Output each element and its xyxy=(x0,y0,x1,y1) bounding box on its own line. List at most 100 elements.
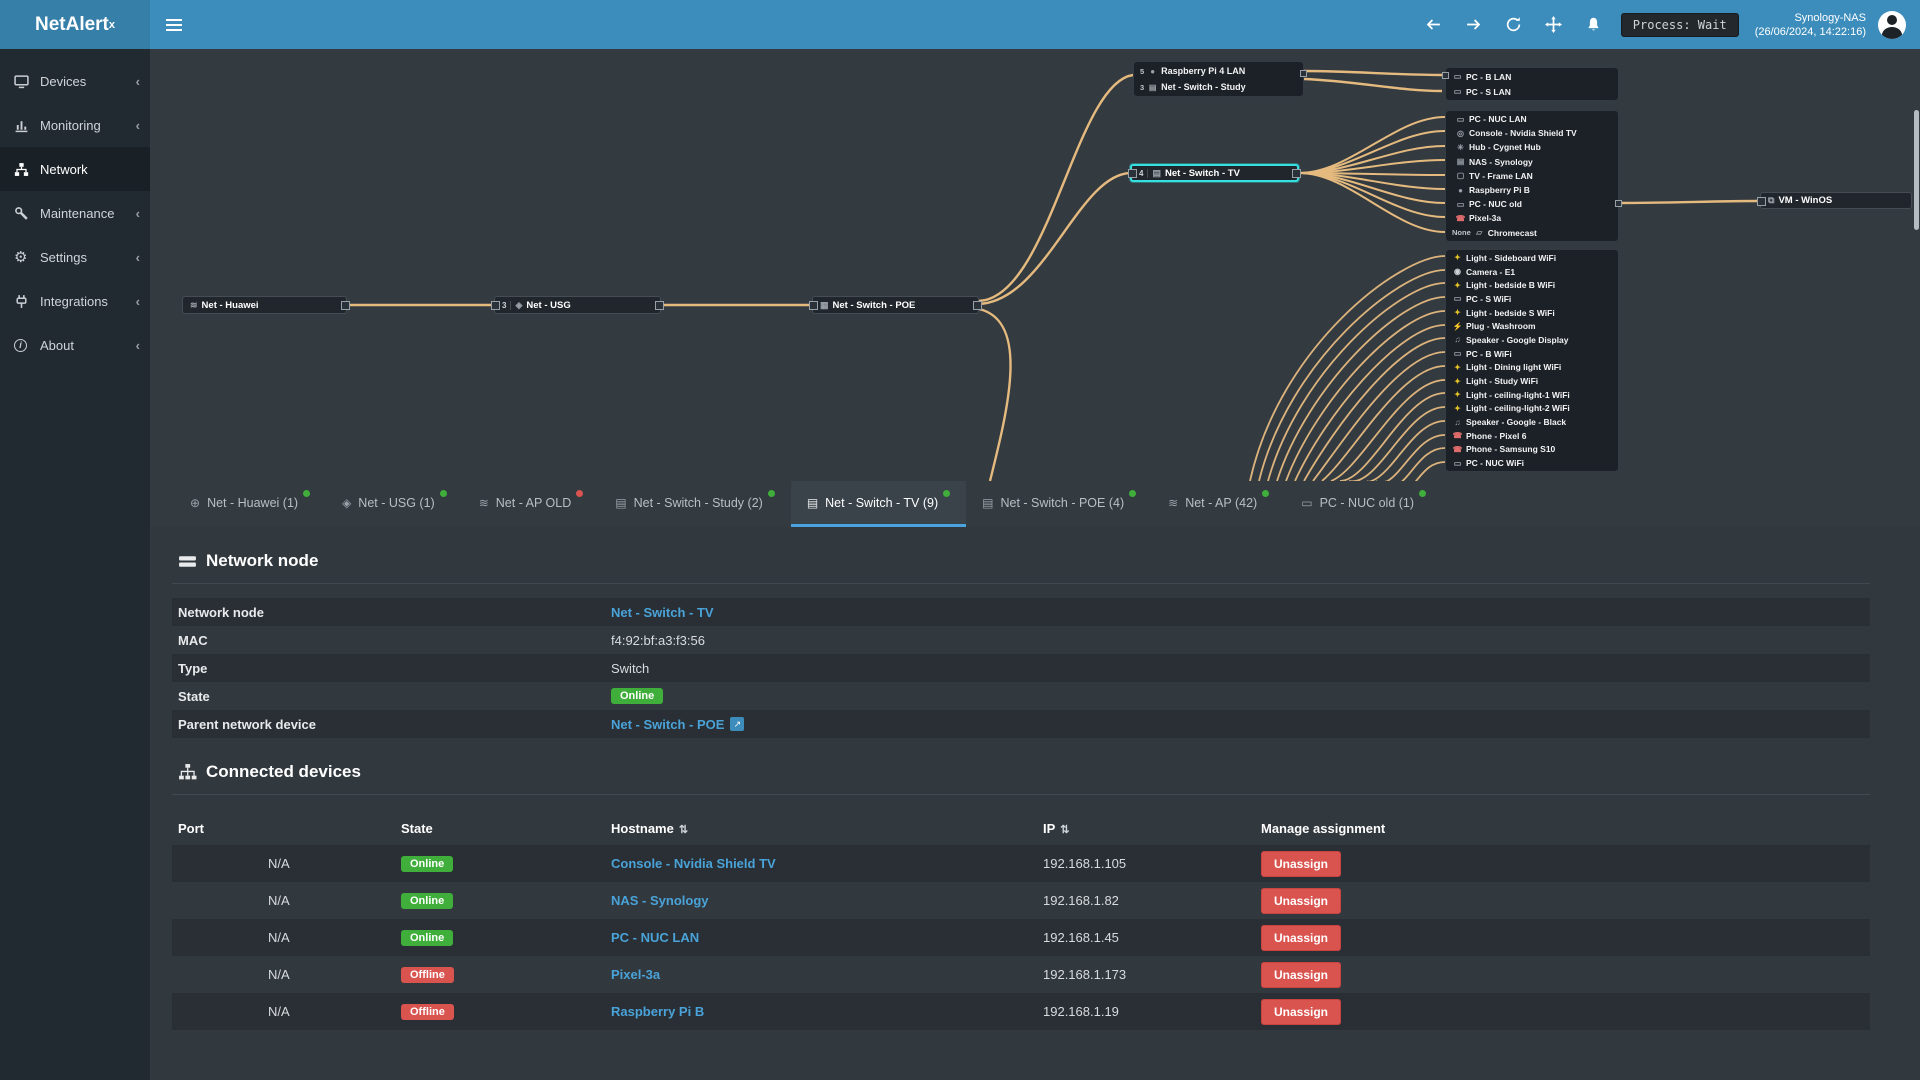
user-avatar[interactable] xyxy=(1878,10,1906,39)
brand-sup: x xyxy=(108,18,116,31)
topology-device-row[interactable]: ▭ PC - B WiFi xyxy=(1446,347,1618,361)
notifications-bell-icon[interactable] xyxy=(1585,16,1603,34)
scrollbar-thumb[interactable] xyxy=(1914,110,1919,230)
device-icon: ● xyxy=(1150,66,1156,76)
hostname-link[interactable]: PC - NUC LAN xyxy=(611,930,700,945)
topology-node-net-switch-tv-selected[interactable]: 4 ▤ Net - Switch - TV xyxy=(1128,164,1301,182)
plug-icon xyxy=(14,294,36,309)
tab[interactable]: ⊕ Net - Huawei (1) xyxy=(174,481,326,527)
connected-devices-section: Connected devices Port State Hostname ⇅ I… xyxy=(172,738,1870,1030)
node-label: Net - Switch - TV xyxy=(1164,167,1240,179)
topology-device-row[interactable]: ◉ Camera - E1 xyxy=(1446,265,1618,279)
detail-label: State xyxy=(178,688,210,704)
topology-device-row[interactable]: ☎ Phone - Pixel 6 xyxy=(1446,429,1618,443)
sort-icon[interactable]: ⇅ xyxy=(678,823,689,836)
topology-node-row[interactable]: 5 ● Raspberry Pi 4 LAN xyxy=(1134,63,1303,79)
topology-device-row[interactable]: ▭ PC - S WiFi xyxy=(1446,292,1618,306)
parent-node-link[interactable]: Net - Switch - POE xyxy=(611,716,725,732)
unassign-button[interactable]: Unassign xyxy=(1261,924,1342,951)
tab[interactable]: ◈ Net - USG (1) xyxy=(326,481,463,527)
forward-arrow-icon[interactable] xyxy=(1465,16,1483,34)
port-number: 4 xyxy=(1139,168,1149,178)
device-icon: ✦ xyxy=(1454,308,1461,318)
sidebar-item-integrations[interactable]: Integrations ‹ xyxy=(0,279,150,323)
tab[interactable]: ▤ Net - Switch - POE (4) xyxy=(966,481,1152,527)
back-arrow-icon[interactable] xyxy=(1425,16,1443,34)
sidebar-item-monitoring[interactable]: Monitoring ‹ xyxy=(0,103,150,147)
top-navbar: NetAlert x Process: Wait Synology-NAS (26… xyxy=(0,0,1920,49)
hostname-link[interactable]: Pixel-3a xyxy=(611,967,661,982)
hostname-link[interactable]: NAS - Synology xyxy=(611,893,709,908)
topology-device-row[interactable]: ♫ Speaker - Google - Black xyxy=(1446,415,1618,429)
hostname-link[interactable]: Console - Nvidia Shield TV xyxy=(611,856,776,871)
topology-device-row[interactable]: ✦ Light - bedside B WiFi xyxy=(1446,278,1618,292)
topology-device-row[interactable]: ▭ PC - NUC WiFi xyxy=(1446,456,1618,470)
topology-device-row[interactable]: ● Raspberry Pi B xyxy=(1446,183,1618,197)
topology-node-net-switch-poe[interactable]: ▦ Net - Switch - POE xyxy=(809,296,982,314)
topology-node-study-group[interactable]: 5 ● Raspberry Pi 4 LAN 3 ▤ Net - Switch … xyxy=(1133,61,1307,97)
device-icon: ▤ xyxy=(1456,157,1465,167)
topology-device-row[interactable]: ✦ Light - bedside S WiFi xyxy=(1446,306,1618,320)
topology-device-row[interactable]: ▭ PC - B LAN xyxy=(1446,69,1618,84)
topology-device-row[interactable]: ☎ Pixel-3a xyxy=(1446,211,1618,225)
device-icon: ● xyxy=(1458,185,1463,195)
sidebar-toggle-button[interactable] xyxy=(150,0,198,49)
process-status-badge[interactable]: Process: Wait xyxy=(1620,12,1739,37)
port-cell: N/A xyxy=(268,1004,290,1019)
topology-device-row[interactable]: None ▱ Chromecast xyxy=(1446,226,1618,240)
topology-node-vm-winos[interactable]: ⧉ VM - WinOS xyxy=(1757,192,1912,209)
topology-device-row[interactable]: ✳ Hub - Cygnet Hub xyxy=(1446,140,1618,154)
sidebar-item-settings[interactable]: ⚙ Settings ‹ xyxy=(0,235,150,279)
sidebar-item-network[interactable]: Network xyxy=(0,147,150,191)
app-logo[interactable]: NetAlert x xyxy=(0,0,150,49)
topology-node-net-usg[interactable]: 3 ◈ Net - USG xyxy=(491,296,664,314)
topology-device-row[interactable]: ▭ PC - NUC old xyxy=(1446,197,1618,211)
sitemap-icon xyxy=(178,763,197,782)
topology-device-row[interactable]: ▭ PC - NUC LAN xyxy=(1446,112,1618,126)
topology-device-row[interactable]: ✦ Light - Dining light WiFi xyxy=(1446,361,1618,375)
refresh-icon[interactable] xyxy=(1505,16,1523,34)
topology-device-row[interactable]: ✦ Light - ceiling-light-2 WiFi xyxy=(1446,402,1618,416)
node-label: Net - Switch - Study xyxy=(1161,82,1246,92)
topology-device-row[interactable]: ✦ Light - Sideboard WiFi xyxy=(1446,251,1618,265)
sidebar-item-devices[interactable]: Devices ‹ xyxy=(0,59,150,103)
tab[interactable]: ▤ Net - Switch - TV (9) xyxy=(790,481,967,527)
tab-label: Net - Switch - TV (9) xyxy=(825,495,939,510)
unassign-button[interactable]: Unassign xyxy=(1261,961,1342,988)
device-label: PC - S WiFi xyxy=(1466,293,1512,304)
sidebar-item-about[interactable]: i About ‹ xyxy=(0,323,150,367)
topology-device-row[interactable]: ♫ Speaker - Google Display xyxy=(1446,333,1618,347)
topology-device-row[interactable]: ◎ Console - Nvidia Shield TV xyxy=(1446,126,1618,140)
unassign-button[interactable]: Unassign xyxy=(1261,998,1342,1025)
link-poe-study xyxy=(978,73,1134,303)
move-icon[interactable] xyxy=(1545,16,1563,34)
unassign-button[interactable]: Unassign xyxy=(1261,850,1342,877)
status-dot xyxy=(767,490,775,497)
tab[interactable]: ▤ Net - Switch - Study (2) xyxy=(599,481,791,527)
tab[interactable]: ≋ Net - AP OLD xyxy=(463,481,600,527)
device-icon: ⚡ xyxy=(1452,321,1463,331)
tab[interactable]: ▭ PC - NUC old (1) xyxy=(1285,481,1442,527)
device-label: Light - ceiling-light-1 WiFi xyxy=(1466,389,1570,400)
unassign-button[interactable]: Unassign xyxy=(1261,887,1342,914)
topology-device-row[interactable]: ▭ PC - S LAN xyxy=(1446,84,1618,99)
topology-device-row[interactable]: ⚡ Plug - Washroom xyxy=(1446,319,1618,333)
topology-device-row[interactable]: ▤ NAS - Synology xyxy=(1446,155,1618,169)
hostname-link[interactable]: Raspberry Pi B xyxy=(611,1004,705,1019)
topology-node-net-huawei[interactable]: ≋ Net - Huawei xyxy=(182,296,350,314)
port-number: None xyxy=(1452,228,1471,238)
tab[interactable]: ≋ Net - AP (42) xyxy=(1152,481,1285,527)
external-link-icon[interactable]: ↗ xyxy=(730,717,745,731)
topology-device-row[interactable]: ✦ Light - ceiling-light-1 WiFi xyxy=(1446,388,1618,402)
topology-node-row[interactable]: 3 ▤ Net - Switch - Study xyxy=(1134,79,1303,95)
server-info: Synology-NAS (26/06/2024, 14:22:16) xyxy=(1755,11,1866,39)
sidebar-item-maintenance[interactable]: Maintenance ‹ xyxy=(0,191,150,235)
status-badge: Online xyxy=(401,893,454,909)
detail-label: Parent network device xyxy=(178,716,316,732)
topology-device-row[interactable]: ☎ Phone - Samsung S10 xyxy=(1446,443,1618,457)
device-icon: ▭ xyxy=(1453,349,1462,359)
sort-icon[interactable]: ⇅ xyxy=(1060,823,1070,836)
network-node-link[interactable]: Net - Switch - TV xyxy=(611,604,714,620)
topology-device-row[interactable]: ✦ Light - Study WiFi xyxy=(1446,374,1618,388)
topology-device-row[interactable]: ▢ TV - Frame LAN xyxy=(1446,169,1618,183)
